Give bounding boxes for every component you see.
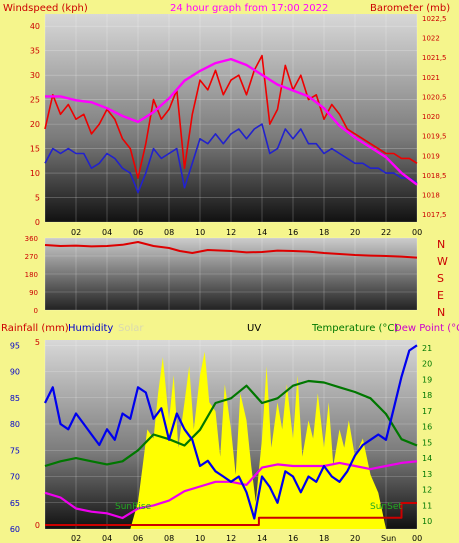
conditions-x-tick: 20 [350, 534, 360, 543]
temperature-tick: 19 [422, 375, 432, 384]
rainfall-tick: 5 [35, 338, 40, 347]
temperature-tick: 12 [422, 486, 432, 495]
wind-x-tick: 08 [164, 228, 174, 237]
temperature-tick: 16 [422, 423, 432, 432]
rainfall-tick: 0 [35, 521, 40, 530]
temperature-tick: 14 [422, 454, 432, 463]
direction-tick: 0 [34, 307, 38, 315]
conditions-x-tick: 00 [412, 534, 422, 543]
barometer-tick: 1018 [422, 192, 440, 200]
direction-tick: 270 [25, 253, 38, 261]
wind-x-tick: 12 [226, 228, 236, 237]
direction-tick: 360 [25, 235, 38, 243]
temperature-tick: 17 [422, 407, 432, 416]
direction-tick: 180 [25, 271, 38, 279]
wind-x-tick: 06 [133, 228, 143, 237]
humidity-tick: 85 [10, 394, 20, 403]
conditions-x-tick: 16 [288, 534, 298, 543]
windspeed-tick: 10 [30, 169, 40, 178]
sunrise-label: SunRise [115, 502, 152, 512]
wind-x-tick: 02 [71, 228, 81, 237]
windspeed-tick: 40 [30, 22, 40, 31]
wind-x-tick: 22 [381, 228, 391, 237]
direction-tick: 90 [29, 289, 38, 297]
barometer-tick: 1022,5 [422, 15, 447, 23]
barometer-axis-label: Barometer (mb) [370, 3, 450, 14]
direction-letter: S [437, 272, 444, 285]
temperature-tick: 10 [422, 517, 432, 526]
conditions-x-tick: 14 [257, 534, 267, 543]
dewpoint-axis-label: Dew Point (°C [394, 323, 459, 334]
barometer-tick: 1017,5 [422, 211, 447, 219]
conditions-x-tick: 08 [164, 534, 174, 543]
wind-x-tick: 18 [319, 228, 329, 237]
temperature-tick: 11 [422, 501, 432, 510]
wind-x-tick: 10 [195, 228, 205, 237]
direction-letter: E [437, 289, 444, 302]
conditions-x-tick: 04 [102, 534, 112, 543]
direction-letter: W [437, 255, 448, 268]
barometer-tick: 1018,5 [422, 172, 447, 180]
temperature-tick: 18 [422, 391, 432, 400]
rainfall-axis-label: Rainfall (mm) [1, 323, 69, 334]
windspeed-tick: 30 [30, 71, 40, 80]
barometer-tick: 1019,5 [422, 133, 447, 141]
conditions-x-tick: 06 [133, 534, 143, 543]
conditions-x-tick: 10 [195, 534, 205, 543]
solar-area [45, 351, 417, 529]
conditions-x-tick: 02 [71, 534, 81, 543]
uv-axis-label: UV [247, 323, 261, 334]
windspeed-tick: 25 [30, 96, 40, 105]
temperature-axis-label: Temperature (°C) [311, 323, 398, 334]
windspeed-tick: 20 [30, 120, 40, 129]
humidity-tick: 70 [10, 473, 20, 482]
barometer-tick: 1020,5 [422, 93, 447, 101]
windspeed-tick: 5 [35, 194, 40, 203]
conditions-x-tick: Sun [381, 534, 396, 543]
humidity-tick: 95 [10, 341, 20, 350]
humidity-tick: 75 [10, 446, 20, 455]
conditions-x-tick: 18 [319, 534, 329, 543]
solar-axis-label: Solar [118, 323, 144, 334]
conditions-x-tick: 12 [226, 534, 236, 543]
humidity-tick: 90 [10, 368, 20, 377]
wind-x-tick: 16 [288, 228, 298, 237]
wind-x-tick: 00 [412, 228, 422, 237]
barometer-tick: 1022 [422, 35, 440, 43]
barometer-tick: 1019 [422, 152, 440, 160]
temperature-tick: 15 [422, 438, 432, 447]
wind-x-tick: 20 [350, 228, 360, 237]
windspeed-axis-label: Windspeed (kph) [3, 3, 88, 14]
humidity-tick: 80 [10, 420, 20, 429]
average-wind-series-line [44, 123, 418, 194]
humidity-tick: 65 [10, 499, 20, 508]
humidity-series-line [44, 344, 418, 520]
barometer-series-line [45, 57, 418, 186]
wind-x-tick: 14 [257, 228, 267, 237]
temperature-tick: 21 [422, 344, 432, 353]
temperature-tick: 20 [422, 360, 432, 369]
barometer-tick: 1021 [422, 74, 440, 82]
barometer-tick: 1021,5 [422, 54, 447, 62]
wind-x-tick: 04 [102, 228, 112, 237]
direction-series-line [44, 241, 418, 259]
direction-letter: N [437, 238, 445, 251]
rainfall-series-line [45, 502, 417, 526]
wind-plot-area [45, 14, 417, 222]
temperature-series-line [44, 379, 418, 468]
graph-title: 24 hour graph from 17:00 2022 [170, 3, 328, 14]
windspeed-tick: 0 [35, 218, 40, 227]
temperature-tick: 13 [422, 470, 432, 479]
direction-letter: N [437, 306, 445, 319]
windspeed-tick: 15 [30, 145, 40, 154]
windspeed-tick: 35 [30, 47, 40, 56]
sunset-label: SunSet [370, 502, 402, 512]
humidity-axis-label: Humidity [68, 323, 113, 334]
humidity-tick: 60 [10, 525, 20, 534]
barometer-tick: 1020 [422, 113, 440, 121]
